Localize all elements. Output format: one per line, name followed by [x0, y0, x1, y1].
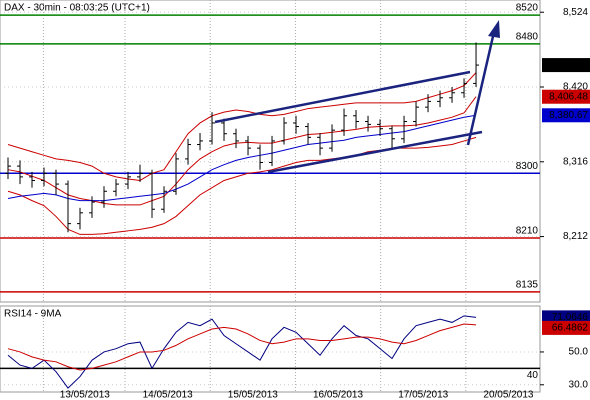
rsi-line — [7, 323, 477, 371]
value-box — [542, 310, 590, 325]
trend-lines — [214, 20, 500, 174]
value-box-label: 8,450.5 — [555, 60, 589, 71]
indicator-line — [7, 72, 477, 181]
level-label: 8210 — [516, 226, 539, 237]
x-tick-label: 17/05/2013 — [398, 390, 448, 400]
rsi-title: RSI14 - 9MA — [4, 309, 62, 320]
value-box — [542, 320, 590, 335]
value-box-label: 66.4862 — [552, 323, 589, 334]
level-label: 8480 — [516, 32, 539, 43]
channel-lower — [267, 130, 483, 174]
value-box — [542, 89, 590, 104]
value-box — [542, 108, 590, 123]
indicator-line — [7, 96, 477, 206]
y-tick-label: 30.0 — [569, 379, 589, 390]
indicator-line — [7, 114, 477, 202]
y-tick-label: 8,316 — [563, 156, 588, 167]
rsi-panel — [0, 305, 541, 393]
arrow-shaft — [466, 31, 496, 146]
chart-title: DAX - 30min - 08:03:25 (UTC+1) — [4, 3, 150, 14]
y-tick-label: 50.0 — [569, 347, 589, 358]
price-panel — [0, 0, 541, 303]
x-tick-label: 13/05/2013 — [60, 390, 110, 400]
level-label: 8300 — [516, 161, 539, 172]
arrow-head — [488, 20, 500, 38]
y-tick-label: 8,524 — [563, 7, 588, 18]
x-tick-label: 14/05/2013 — [143, 390, 193, 400]
rsi-line — [7, 315, 477, 389]
channel-upper — [214, 70, 471, 124]
value-box-label: 8,406.48 — [549, 91, 588, 102]
value-box-label: 71.0646 — [552, 312, 589, 323]
level-label: 8520 — [516, 3, 539, 14]
y-tick-label: 8,212 — [563, 231, 588, 242]
y-tick-label: 8,420 — [563, 82, 588, 93]
x-tick-label: 16/05/2013 — [313, 390, 363, 400]
x-tick-label: 15/05/2013 — [228, 390, 278, 400]
value-box — [542, 58, 590, 73]
value-box-label: 8,380.67 — [549, 110, 588, 121]
x-tick-label: 20/05/2013 — [483, 390, 533, 400]
level-label: 40 — [527, 370, 539, 381]
level-label: 8135 — [516, 280, 539, 291]
